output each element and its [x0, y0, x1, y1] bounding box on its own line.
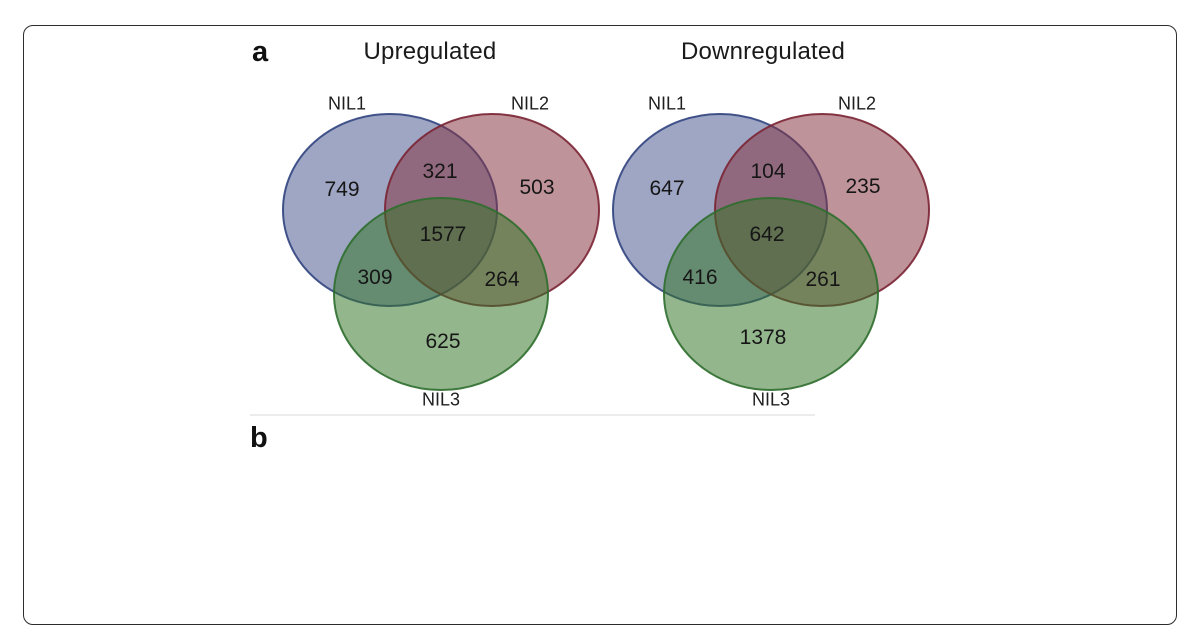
panel-a-label: a	[252, 36, 269, 68]
upregulated-nil1-nil2-count: 321	[422, 160, 458, 183]
upregulated-nil3-circle	[333, 197, 549, 391]
downregulated-title: Downregulated	[680, 38, 846, 65]
venn-downregulated	[612, 113, 930, 391]
upregulated-nil1-count: 749	[324, 178, 360, 201]
panel-b-top-hairline	[250, 414, 815, 416]
downregulated-nil2-nil3-count: 261	[805, 268, 841, 291]
figure-page: { "panel_a": "a", "panel_b": "b", "color…	[23, 25, 1177, 625]
upregulated-title: Upregulated	[363, 38, 497, 65]
downregulated-nil2-label: NIL2	[837, 93, 877, 114]
upregulated-nil3-label: NIL3	[421, 389, 461, 410]
downregulated-nil3-count: 1378	[739, 326, 787, 349]
venn-upregulated	[282, 113, 600, 391]
downregulated-nil1-count: 647	[649, 177, 685, 200]
upregulated-nil1-label: NIL1	[327, 93, 367, 114]
upregulated-nil3-count: 625	[425, 330, 461, 353]
downregulated-nil1-label: NIL1	[647, 93, 687, 114]
downregulated-nil3-circle	[663, 197, 879, 391]
downregulated-nil3-label: NIL3	[751, 389, 791, 410]
downregulated-nil1-nil3-count: 416	[682, 266, 718, 289]
upregulated-nil2-nil3-count: 264	[484, 268, 520, 291]
upregulated-all-count: 1577	[419, 223, 467, 246]
upregulated-nil1-nil3-count: 309	[357, 266, 393, 289]
panel-b-label: b	[250, 422, 268, 454]
downregulated-nil2-count: 235	[845, 175, 881, 198]
venn-diagrams-canvas	[282, 113, 930, 391]
upregulated-nil2-label: NIL2	[510, 93, 550, 114]
downregulated-all-count: 642	[749, 223, 785, 246]
downregulated-nil1-nil2-count: 104	[750, 160, 786, 183]
upregulated-nil2-count: 503	[519, 176, 555, 199]
